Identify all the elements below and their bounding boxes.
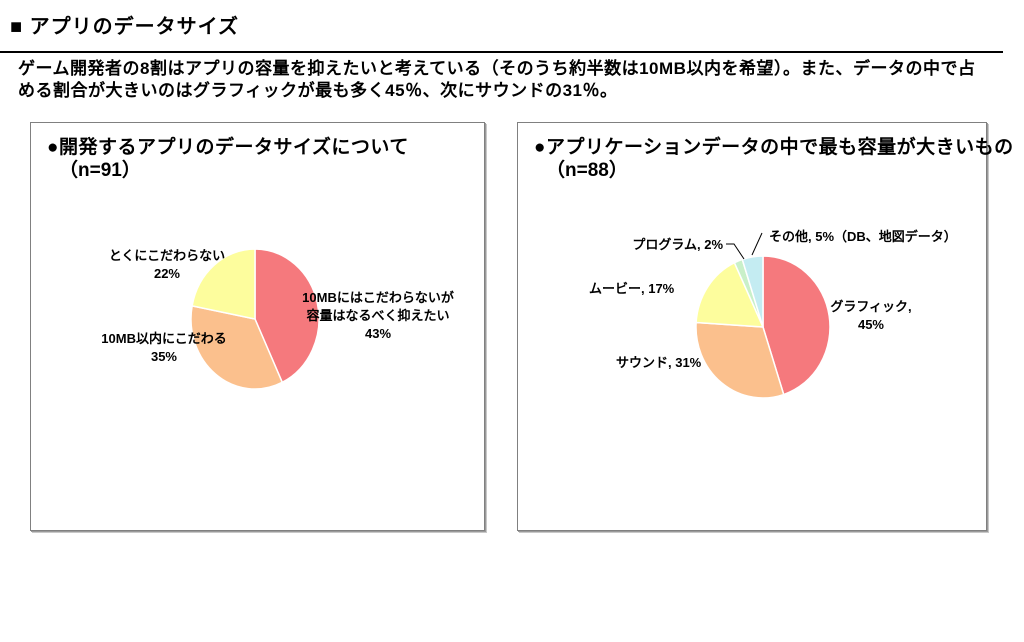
pie-slice — [762, 255, 831, 396]
pie-slice — [741, 255, 764, 328]
pie-label-line: 10MB以内にこだわる — [101, 331, 227, 346]
pie-label: とくにこだわらない 22% — [109, 247, 225, 283]
summary-text: ゲーム開発者の8割はアプリの容量を抑えたいと考えている（そのうち約半数は10MB… — [18, 58, 1008, 102]
pie-label: 10MBにはこだわらないが 容量はなるべく抑えたい 43% — [302, 289, 454, 343]
pie-label: サウンド, 31% — [616, 354, 701, 372]
pie-label-line: 22% — [153, 266, 181, 281]
chart-panel-largest-data: ●アプリケーションデータの中で最も容量が大きいもの （n=88） グラフィック,… — [517, 122, 1013, 531]
pie-slice — [695, 262, 764, 328]
pie-label: グラフィック, 45% — [830, 298, 911, 334]
title-rule — [0, 51, 1003, 53]
pie-label: 10MB以内にこだわる 35% — [101, 330, 226, 366]
pie-label-line: グラフィック, — [830, 299, 912, 314]
pie-label-line: 容量はなるべく抑えたい — [306, 308, 450, 323]
page-title: ■ アプリのデータサイズ — [10, 16, 240, 38]
pie-label-line: 43% — [364, 326, 392, 341]
chart-sample-size: （n=91） — [59, 160, 141, 181]
pie-label-line: とくにこだわらない — [108, 248, 226, 263]
pie-label: プログラム, 2% — [632, 236, 723, 254]
chart-heading: ●開発するアプリのデータサイズについて — [47, 137, 409, 158]
pie-slice — [191, 248, 256, 320]
pie-label: その他, 5%（DB、地図データ） — [769, 228, 957, 246]
pie-label-line: 35% — [150, 349, 178, 364]
pie-label-line: 45% — [857, 317, 885, 332]
pie-chart-largest-data — [695, 232, 831, 399]
pie-slice — [254, 248, 320, 384]
chart-heading: ●アプリケーションデータの中で最も容量が大きいもの — [534, 137, 1014, 158]
pie-slice — [695, 321, 785, 399]
summary-line-2: める割合が大きいのはグラフィックが最も多く45％、次にサウンドの31％。 — [18, 81, 618, 100]
callout-leader-line — [751, 232, 763, 256]
pie-chart-app-data-size — [190, 248, 320, 390]
pie-label-line: サウンド, 31% — [616, 355, 702, 370]
pie-label-line: その他, 5%（DB、地図データ） — [769, 229, 957, 244]
chart-sample-size: （n=88） — [546, 160, 628, 181]
callout-leader-line — [726, 243, 745, 260]
chart-panel-app-data-size: ●開発するアプリのデータサイズについて （n=91） 10MBにはこだわらないが… — [30, 122, 485, 531]
pie-label-line: ムービー, 17% — [589, 281, 675, 296]
pie-slice — [190, 305, 283, 390]
pie-label-line: プログラム, 2% — [632, 237, 723, 252]
pie-label: ムービー, 17% — [589, 280, 674, 298]
pie-label-line: 10MBにはこだわらないが — [302, 290, 454, 305]
summary-line-1: ゲーム開発者の8割はアプリの容量を抑えたいと考えている（そのうち約半数は10MB… — [18, 59, 976, 78]
